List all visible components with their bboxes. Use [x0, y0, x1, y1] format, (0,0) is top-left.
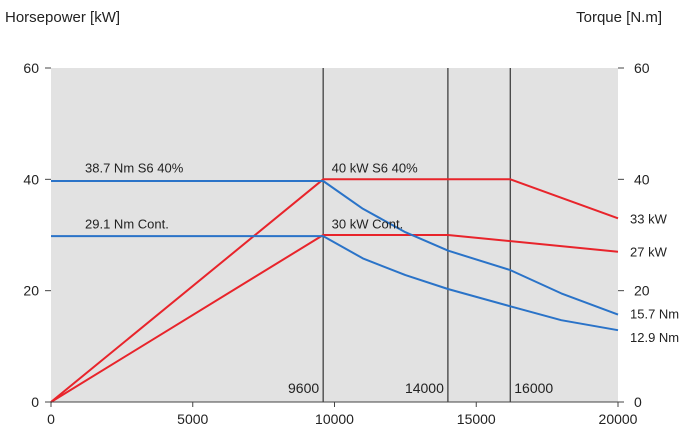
series-group [50, 178, 619, 403]
annotations: 38.7 Nm S6 40% 40 kW S6 40% 29.1 Nm Cont. 3… [85, 161, 418, 232]
left-tick-label-3: 60 [23, 60, 39, 76]
x-tick-label-1: 5000 [177, 411, 208, 427]
left-ticks: 0 20 40 60 [23, 60, 51, 410]
series-line-3 [51, 235, 619, 332]
x-tick-label-0: 0 [47, 411, 55, 427]
right-value-label-3: 12.9 Nm [630, 330, 679, 345]
vline-label-2: 16000 [514, 380, 553, 396]
annotation-0: 38.7 Nm S6 40% [85, 161, 184, 176]
left-axis-label: Horsepower [kW] [5, 9, 120, 26]
series-line-2 [51, 180, 619, 316]
left-tick-label-1: 20 [23, 283, 39, 299]
right-tick-label-3: 60 [634, 60, 650, 76]
series-line-1 [50, 234, 619, 403]
x-tick-label-3: 15000 [457, 411, 496, 427]
annotation-3: 30 kW Cont. [332, 216, 404, 231]
right-tick-label-0: 0 [634, 394, 642, 410]
right-value-labels: 33 kW 27 kW 15.7 Nm 12.9 Nm [630, 211, 679, 345]
x-tick-label-4: 20000 [599, 411, 638, 427]
right-value-label-1: 27 kW [630, 245, 668, 260]
vline-label-1: 14000 [405, 380, 444, 396]
right-value-label-0: 33 kW [630, 211, 668, 226]
vline-label-0: 9600 [288, 380, 319, 396]
right-ticks: 0 20 40 60 [618, 60, 650, 410]
right-value-label-2: 15.7 Nm [630, 306, 679, 321]
right-tick-label-2: 40 [634, 171, 650, 187]
x-ticks: 0 5000 10000 15000 20000 [47, 402, 638, 427]
left-tick-label-0: 0 [31, 394, 39, 410]
annotation-2: 29.1 Nm Cont. [85, 216, 169, 231]
x-tick-label-2: 10000 [315, 411, 354, 427]
right-axis-label: Torque [N.m] [576, 9, 662, 26]
right-tick-label-1: 20 [634, 283, 650, 299]
series-line-0 [50, 178, 619, 403]
annotation-1: 40 kW S6 40% [332, 161, 418, 176]
left-tick-label-2: 40 [23, 171, 39, 187]
